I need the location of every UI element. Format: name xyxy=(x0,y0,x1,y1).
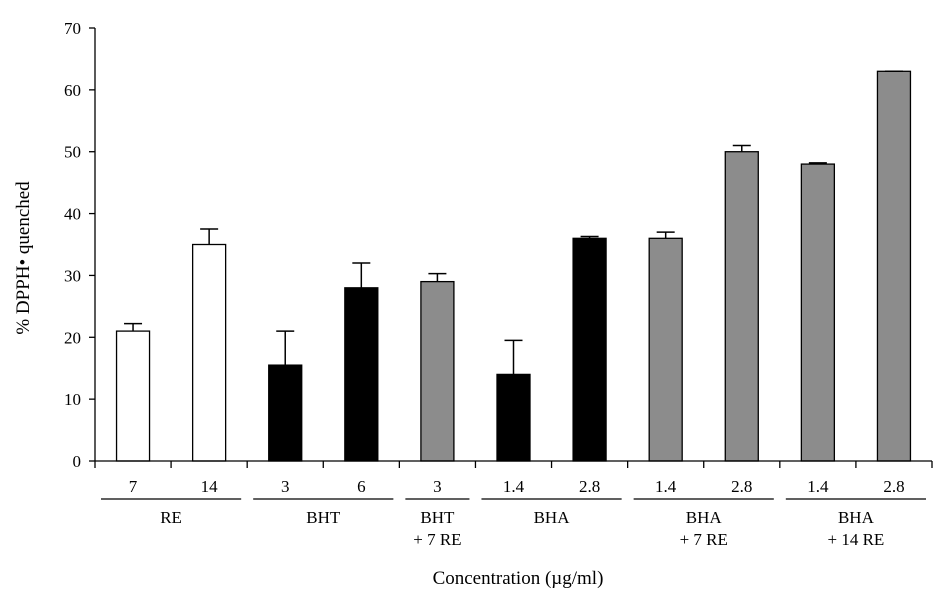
y-tick-label: 60 xyxy=(64,81,81,100)
y-axis: 0 10 20 30 40 50 60 70 xyxy=(64,19,96,471)
bar xyxy=(268,364,303,462)
bar xyxy=(724,151,759,462)
bars xyxy=(115,70,912,462)
bar xyxy=(344,287,379,462)
bar xyxy=(420,280,455,462)
bar xyxy=(572,237,607,462)
group-label: BHT xyxy=(420,508,455,527)
group-label: + 7 RE xyxy=(680,530,728,549)
y-axis-title: % DPPH• quenched xyxy=(13,181,34,335)
x-tick-label: 7 xyxy=(129,477,138,496)
x-tick-label: 1.4 xyxy=(807,477,829,496)
group-label: BHA xyxy=(534,508,571,527)
bar xyxy=(648,237,683,462)
y-tick-label: 0 xyxy=(73,452,82,471)
x-tick-label: 2.8 xyxy=(883,477,904,496)
y-tick-label: 70 xyxy=(64,19,81,38)
group-label: BHT xyxy=(306,508,341,527)
group-label: BHA xyxy=(838,508,875,527)
bar xyxy=(800,163,836,462)
group-label: + 14 RE xyxy=(828,530,885,549)
x-tick-label: 2.8 xyxy=(731,477,752,496)
x-tick-label: 6 xyxy=(357,477,366,496)
group-label: + 7 RE xyxy=(413,530,461,549)
bar xyxy=(115,330,151,462)
x-axis: 7 14 3 6 3 1.4 2.8 1.4 2.8 1.4 2.8 RE BHT BHT + 7 RE BH… xyxy=(94,460,933,549)
y-tick-label: 20 xyxy=(64,328,81,347)
bar xyxy=(496,373,531,462)
bar xyxy=(876,70,912,462)
group-label: BHA xyxy=(686,508,723,527)
group-label: RE xyxy=(160,508,182,527)
x-tick-label: 3 xyxy=(281,477,290,496)
y-tick-label: 30 xyxy=(64,266,81,285)
y-tick-label: 10 xyxy=(64,390,81,409)
y-tick-label: 40 xyxy=(64,205,81,224)
x-tick-label: 14 xyxy=(201,477,219,496)
y-tick-label: 50 xyxy=(64,143,81,162)
x-tick-label: 1.4 xyxy=(655,477,677,496)
x-tick-label: 2.8 xyxy=(579,477,600,496)
x-tick-label: 3 xyxy=(433,477,442,496)
x-axis-title: Concentration (µg/ml) xyxy=(433,568,604,589)
x-tick-label: 1.4 xyxy=(503,477,525,496)
bar xyxy=(191,243,227,462)
